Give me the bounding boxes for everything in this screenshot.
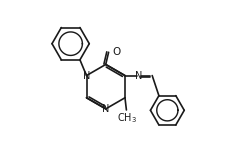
Text: N: N [135, 71, 142, 81]
Text: N: N [83, 71, 90, 81]
Text: O: O [112, 47, 121, 57]
Text: CH$_3$: CH$_3$ [117, 111, 137, 125]
Text: N: N [102, 104, 109, 114]
